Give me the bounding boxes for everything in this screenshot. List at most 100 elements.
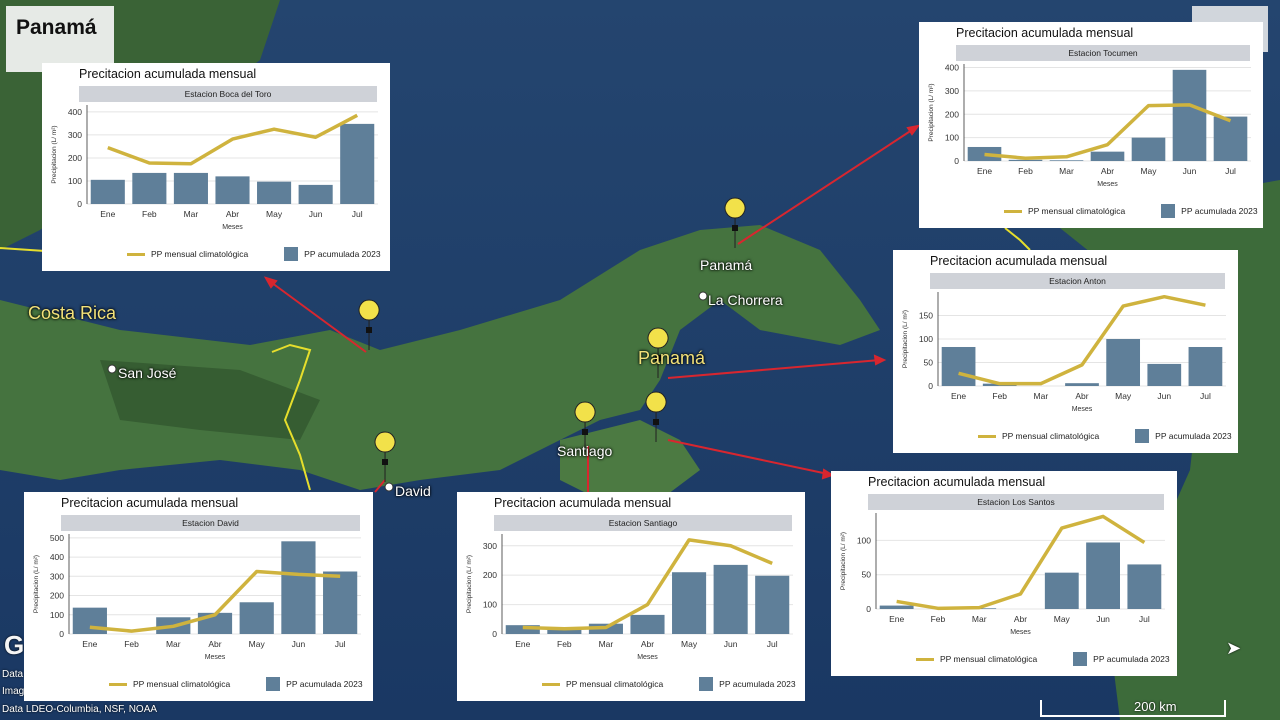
chart-legend: PP mensual climatológica PP acumulada 202… <box>1004 204 1258 218</box>
legend-line-swatch <box>109 682 127 686</box>
x-tick-label: May <box>1054 614 1071 624</box>
legend-label: PP acumulada 2023 <box>286 679 363 689</box>
legend-bar-swatch <box>266 677 281 691</box>
chart-title: Precitacion acumulada mensual <box>930 254 1108 268</box>
bar-ene[interactable] <box>90 179 125 204</box>
bar-jun[interactable] <box>281 541 316 634</box>
legend-label: PP acumulada 2023 <box>304 249 381 259</box>
y-axis-label: Precipitacion (L/ m²) <box>51 125 58 183</box>
y-tick-label: 300 <box>945 86 959 96</box>
bar-jul[interactable] <box>1188 346 1223 386</box>
bar-mar[interactable] <box>173 172 208 204</box>
bar-abr[interactable] <box>1065 383 1099 386</box>
pin-bocas[interactable] <box>358 299 380 351</box>
bar-ene[interactable] <box>505 625 540 634</box>
station-label: Estacion Los Santos <box>868 494 1164 510</box>
compass-icon[interactable]: ➤ <box>1226 638 1242 658</box>
legend-bar-swatch <box>1135 429 1150 443</box>
bar-may[interactable] <box>239 602 274 634</box>
legend-bar-swatch <box>1073 652 1088 666</box>
x-tick-label: May <box>681 639 698 649</box>
bar-feb[interactable] <box>132 172 167 204</box>
x-tick-label: Ene <box>100 209 115 219</box>
x-tick-label: Mar <box>166 639 181 649</box>
x-tick-label: Mar <box>184 209 199 219</box>
city-dot-san-jose <box>107 364 117 374</box>
bar-feb[interactable] <box>547 628 582 634</box>
x-tick-label: Jun <box>724 639 738 649</box>
y-tick-label: 300 <box>483 541 497 551</box>
x-tick-label: Mar <box>972 614 987 624</box>
x-tick-label: Abr <box>226 209 239 219</box>
scale-label: 200 km <box>1134 699 1177 714</box>
chart-panel-santiago: Precitacion acumulada mensual Estacion Sa… <box>457 492 805 701</box>
pin-los-santos[interactable] <box>645 391 667 443</box>
y-tick-label: 100 <box>919 334 933 344</box>
y-tick-label: 200 <box>50 591 64 601</box>
bar-jun[interactable] <box>1147 363 1182 386</box>
bar-jul[interactable] <box>323 571 358 635</box>
bar-abr[interactable] <box>1090 151 1125 161</box>
legend-label: PP acumulada 2023 <box>1155 431 1232 441</box>
pin-david[interactable] <box>374 431 396 483</box>
y-tick-label: 400 <box>945 63 959 73</box>
attribution-1: Data S <box>2 669 33 680</box>
pins <box>358 197 746 483</box>
legend-line-swatch <box>978 434 996 438</box>
label-la-chorrera: La Chorrera <box>708 292 783 308</box>
legend-line-swatch <box>1004 209 1022 213</box>
pin-santiago[interactable] <box>574 401 596 453</box>
bar-jul[interactable] <box>1127 564 1162 609</box>
x-tick-label: Jul <box>1225 166 1236 176</box>
y-tick-label: 0 <box>492 629 497 639</box>
label-san-jose: San José <box>118 365 177 381</box>
bar-jun[interactable] <box>298 184 333 204</box>
chart-panel-anton: Precitacion acumulada mensual Estacion An… <box>893 250 1238 453</box>
station-label: Estacion Tocumen <box>956 45 1250 61</box>
x-tick-label: May <box>266 209 283 219</box>
bar-mar[interactable] <box>1049 160 1084 161</box>
x-tick-label: Abr <box>1075 391 1088 401</box>
y-axis-label: Precipitacion (L/ m²) <box>33 555 40 613</box>
chart-plot: 0 100 200 300 400 Ene Feb Mar Abr May Jun Jul Meses P… <box>928 63 1251 188</box>
pin-anton[interactable] <box>647 327 669 379</box>
label-santiago: Santiago <box>557 443 613 459</box>
x-tick-label: Mar <box>1034 391 1049 401</box>
climatology-line[interactable] <box>107 113 359 166</box>
bar-may[interactable] <box>1131 137 1166 161</box>
bar-feb[interactable] <box>1008 159 1043 161</box>
legend-line-swatch <box>127 252 145 256</box>
y-tick-label: 0 <box>954 156 959 166</box>
bar-abr[interactable] <box>215 176 250 204</box>
bar-may[interactable] <box>1044 572 1079 609</box>
chart-title: Precitacion acumulada mensual <box>868 475 1046 489</box>
pin-tocumen[interactable] <box>724 197 746 249</box>
bar-jun[interactable] <box>1172 69 1207 161</box>
legend-label: PP acumulada 2023 <box>719 679 796 689</box>
bar-jul[interactable] <box>1213 116 1248 161</box>
x-tick-label: Abr <box>641 639 654 649</box>
bar-ene[interactable] <box>879 605 914 609</box>
label-panama-city: Panamá <box>700 257 753 273</box>
legend-label: PP mensual climatológica <box>1002 431 1100 441</box>
bar-ene[interactable] <box>941 346 976 386</box>
legend-label: PP mensual climatológica <box>151 249 249 259</box>
station-label: Estacion David <box>61 515 360 531</box>
bar-jul[interactable] <box>340 123 375 204</box>
x-tick-label: Feb <box>931 614 946 624</box>
y-tick-label: 400 <box>68 107 82 117</box>
legend-label: PP acumulada 2023 <box>1093 654 1170 664</box>
bar-abr[interactable] <box>630 614 665 634</box>
x-tick-label: Feb <box>557 639 572 649</box>
bar-may[interactable] <box>1106 339 1141 386</box>
bar-jun[interactable] <box>713 564 748 634</box>
label-panama-country: Panamá <box>638 348 706 368</box>
bar-jun[interactable] <box>1086 542 1120 609</box>
x-tick-label: May <box>1140 166 1157 176</box>
bar-ene[interactable] <box>967 146 1002 161</box>
bar-may[interactable] <box>672 572 707 634</box>
bar-jul[interactable] <box>755 575 790 634</box>
bar-may[interactable] <box>257 181 292 204</box>
chart-plot: 0 100 200 300 400 500 Ene Feb Mar Abr May Jun Jul Mes… <box>33 533 361 661</box>
x-tick-label: Feb <box>142 209 157 219</box>
